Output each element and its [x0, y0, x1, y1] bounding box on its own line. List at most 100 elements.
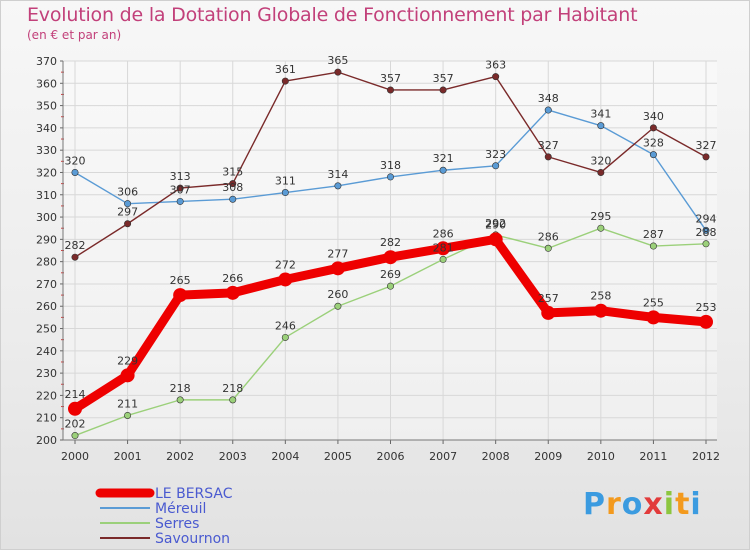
data-point-serres: [702, 240, 710, 248]
data-label-savournon: 361: [275, 63, 296, 76]
data-point-serres: [124, 411, 132, 419]
data-point-le-bersac: [436, 241, 451, 256]
y-tick-label: 310: [36, 189, 57, 202]
data-point-serres: [176, 396, 184, 404]
x-tick-label: 2012: [692, 450, 720, 463]
x-tick-label: 2005: [324, 450, 352, 463]
data-label-le-bersac: 257: [538, 292, 559, 305]
data-point-m-reuil: [71, 168, 79, 176]
data-point-savournon: [229, 180, 237, 188]
data-label-m-reuil: 314: [327, 168, 348, 181]
data-point-le-bersac: [68, 401, 82, 416]
data-label-serres: 246: [275, 319, 296, 332]
data-label-m-reuil: 294: [696, 212, 717, 225]
data-label-serres: 218: [170, 382, 191, 395]
x-tick-label: 2008: [482, 450, 510, 463]
data-point-serres: [544, 244, 552, 252]
data-label-m-reuil: 307: [170, 183, 191, 196]
y-tick-label: 270: [36, 278, 57, 291]
data-point-m-reuil: [124, 200, 132, 208]
data-label-savournon: 365: [327, 54, 348, 67]
data-point-le-bersac: [225, 285, 240, 300]
data-point-serres: [334, 302, 342, 310]
data-point-m-reuil: [281, 189, 289, 197]
data-point-m-reuil: [597, 122, 605, 130]
data-label-m-reuil: 348: [538, 92, 559, 105]
data-point-savournon: [492, 73, 500, 81]
logo-letter: t: [675, 487, 691, 522]
y-tick-label: 260: [36, 300, 57, 313]
data-point-le-bersac: [593, 303, 608, 318]
data-point-serres: [281, 333, 289, 341]
data-label-m-reuil: 311: [275, 175, 296, 188]
data-point-le-bersac: [120, 368, 135, 383]
data-point-savournon: [176, 184, 184, 192]
data-point-m-reuil: [334, 182, 342, 190]
x-tick-label: 2007: [429, 450, 457, 463]
y-tick-label: 280: [36, 256, 57, 269]
data-point-m-reuil: [544, 106, 552, 114]
data-point-serres: [597, 224, 605, 232]
data-point-savournon: [281, 77, 289, 85]
data-label-m-reuil: 323: [485, 148, 506, 161]
data-label-le-bersac: 290: [485, 218, 506, 231]
x-tick-label: 2002: [166, 450, 194, 463]
data-label-savournon: 282: [65, 239, 86, 252]
y-tick-label: 330: [36, 144, 57, 157]
data-point-le-bersac: [330, 261, 345, 276]
data-point-le-bersac: [488, 232, 503, 247]
x-tick-label: 2010: [587, 450, 615, 463]
chart-title: Evolution de la Dotation Globale de Fonc…: [27, 4, 638, 26]
y-tick-label: 340: [36, 122, 57, 135]
data-label-savournon: 315: [222, 166, 243, 179]
y-tick-label: 200: [36, 434, 57, 447]
data-point-serres: [71, 432, 79, 440]
y-tick-label: 230: [36, 367, 57, 380]
x-tick-label: 2009: [534, 450, 562, 463]
data-label-serres: 287: [643, 228, 664, 241]
data-point-savournon: [649, 124, 657, 132]
data-point-m-reuil: [492, 162, 500, 170]
data-label-le-bersac: 282: [380, 236, 401, 249]
data-point-le-bersac: [278, 272, 293, 287]
x-tick-label: 2006: [377, 450, 405, 463]
x-tick-label: 2004: [271, 450, 299, 463]
data-label-serres: 211: [117, 397, 138, 410]
data-point-savournon: [702, 153, 710, 161]
y-tick-label: 370: [36, 55, 57, 68]
y-tick-label: 240: [36, 345, 57, 358]
data-label-le-bersac: 229: [117, 354, 138, 367]
data-point-le-bersac: [646, 310, 661, 325]
data-point-le-bersac: [173, 288, 188, 303]
legend-label-serres: Serres: [155, 516, 199, 532]
chart-subtitle: (en € et par an): [27, 28, 122, 42]
data-label-le-bersac: 277: [327, 247, 348, 260]
data-label-savournon: 357: [433, 72, 454, 85]
data-label-savournon: 313: [170, 170, 191, 183]
data-point-savournon: [439, 86, 447, 94]
data-point-savournon: [386, 86, 394, 94]
legend-label-savournon: Savournon: [155, 531, 230, 547]
data-point-savournon: [597, 168, 605, 176]
logo-letter: i: [663, 487, 676, 522]
data-label-serres: 295: [590, 210, 611, 223]
data-label-serres: 292: [485, 217, 506, 230]
logo-letter: r: [606, 487, 622, 522]
data-label-savournon: 340: [643, 110, 664, 123]
data-label-savournon: 320: [590, 154, 611, 167]
data-label-le-bersac: 265: [170, 274, 191, 287]
data-label-le-bersac: 255: [643, 296, 664, 309]
data-point-serres: [229, 396, 237, 404]
y-tick-label: 220: [36, 389, 57, 402]
data-label-serres: 286: [538, 230, 559, 243]
data-point-m-reuil: [702, 226, 710, 234]
x-tick-label: 2011: [639, 450, 667, 463]
data-label-m-reuil: 306: [117, 186, 138, 199]
data-label-m-reuil: 321: [433, 152, 454, 165]
logo-letter: x: [643, 487, 664, 522]
logo-letter: i: [690, 487, 702, 522]
data-label-m-reuil: 318: [380, 159, 401, 172]
data-label-serres: 218: [222, 382, 243, 395]
